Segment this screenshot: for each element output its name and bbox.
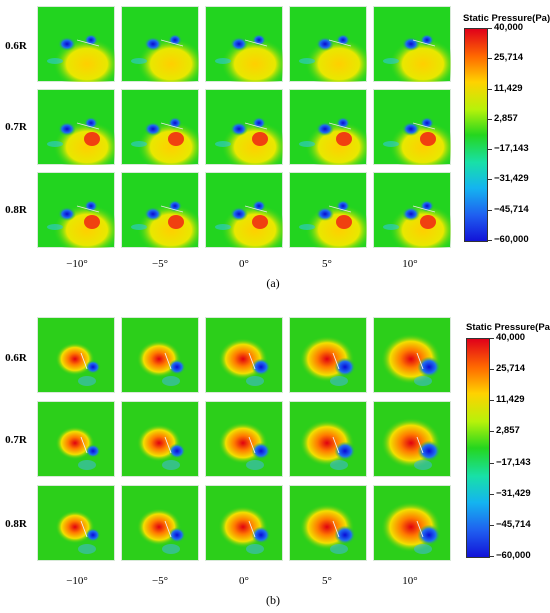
row-label: 0.7R <box>5 121 27 133</box>
colorbar-tick-label: 25,714 <box>494 52 524 64</box>
panel-b: 0.6R 0.7R 0.8R −10° −5° 0° 5° 10° (b) St… <box>0 308 550 613</box>
colorbar-tick-mark <box>488 240 492 241</box>
contour-plot <box>121 89 199 165</box>
row-label: 0.6R <box>5 352 27 364</box>
column-label: 5° <box>322 258 332 270</box>
contour-plot <box>121 401 199 477</box>
contour-plot <box>373 485 451 561</box>
row-label: 0.6R <box>5 40 27 52</box>
contour-plot <box>205 89 283 165</box>
column-label: 5° <box>322 575 332 587</box>
colorbar-tick-label: −17,143 <box>496 456 531 468</box>
column-label: −10° <box>66 258 88 270</box>
colorbar-title: Static Pressure(Pa) <box>466 322 550 333</box>
contour-plot <box>37 89 115 165</box>
colorbar-tick-mark <box>490 556 494 557</box>
colorbar-tick-mark <box>488 209 492 211</box>
contour-plot <box>205 6 283 82</box>
contour-plot <box>373 6 451 82</box>
colorbar-tick-mark <box>490 400 494 402</box>
colorbar-tick-label: 40,000 <box>496 332 526 343</box>
colorbar-tick-mark <box>490 493 494 495</box>
contour-plot <box>373 401 451 477</box>
colorbar <box>464 28 488 242</box>
column-label: 10° <box>402 575 418 587</box>
contour-plot <box>37 6 115 82</box>
colorbar-tick-label: 25,714 <box>496 363 526 375</box>
colorbar-tick-mark <box>490 462 494 464</box>
contour-plot <box>289 317 367 393</box>
contour-plot <box>373 317 451 393</box>
colorbar-tick-mark <box>490 431 494 433</box>
colorbar-tick-label: 2,857 <box>494 112 518 124</box>
column-label: −10° <box>66 575 88 587</box>
contour-plot <box>121 317 199 393</box>
column-label: −5° <box>151 575 169 587</box>
colorbar-tick-label: −31,429 <box>496 487 531 499</box>
colorbar <box>466 338 490 558</box>
row-label: 0.8R <box>5 204 27 216</box>
contour-plot <box>205 485 283 561</box>
contour-plot <box>289 172 367 248</box>
contour-plot <box>289 485 367 561</box>
column-label: 0° <box>239 575 249 587</box>
contour-plot <box>373 89 451 165</box>
contour-plot <box>205 172 283 248</box>
contour-plot <box>37 401 115 477</box>
colorbar-tick-label: −45,714 <box>494 203 529 215</box>
column-label: −5° <box>151 258 169 270</box>
contour-plot <box>289 89 367 165</box>
colorbar-tick-label: 2,857 <box>496 425 520 437</box>
colorbar-tick-mark <box>488 149 492 151</box>
panel-caption: (a) <box>266 276 280 290</box>
contour-plot <box>37 172 115 248</box>
contour-plot <box>289 401 367 477</box>
colorbar-tick-label: −17,143 <box>494 143 529 155</box>
colorbar-tick-label: 11,429 <box>494 82 523 94</box>
colorbar-tick-label: −60,000 <box>494 234 529 245</box>
colorbar-tick-mark <box>490 369 494 371</box>
colorbar-tick-mark <box>488 28 492 29</box>
colorbar-tick-label: −45,714 <box>496 518 531 530</box>
colorbar-tick-mark <box>490 524 494 526</box>
contour-plot <box>121 485 199 561</box>
row-label: 0.8R <box>5 518 27 530</box>
contour-plot <box>121 6 199 82</box>
colorbar-tick-mark <box>488 88 492 90</box>
contour-plot <box>37 317 115 393</box>
contour-plot <box>205 317 283 393</box>
colorbar-tick-mark <box>490 338 494 339</box>
colorbar-tick-mark <box>488 58 492 60</box>
column-label: 0° <box>239 258 249 270</box>
row-label: 0.7R <box>5 434 27 446</box>
panel-a: 0.6R 0.7R 0.8R −10° −5° 0° 5° 10° (a) St… <box>0 0 550 300</box>
column-label: 10° <box>402 258 418 270</box>
colorbar-tick-mark <box>488 118 492 120</box>
colorbar-tick-label: 11,429 <box>496 394 525 406</box>
colorbar-tick-label: −60,000 <box>496 550 531 561</box>
contour-plot <box>121 172 199 248</box>
contour-plot <box>205 401 283 477</box>
colorbar-title: Static Pressure(Pa) <box>463 13 550 24</box>
colorbar-tick-mark <box>488 179 492 181</box>
contour-plot <box>37 485 115 561</box>
contour-plot <box>289 6 367 82</box>
colorbar-tick-label: 40,000 <box>494 22 524 33</box>
panel-caption: (b) <box>266 593 280 607</box>
contour-plot <box>373 172 451 248</box>
colorbar-tick-label: −31,429 <box>494 173 529 185</box>
